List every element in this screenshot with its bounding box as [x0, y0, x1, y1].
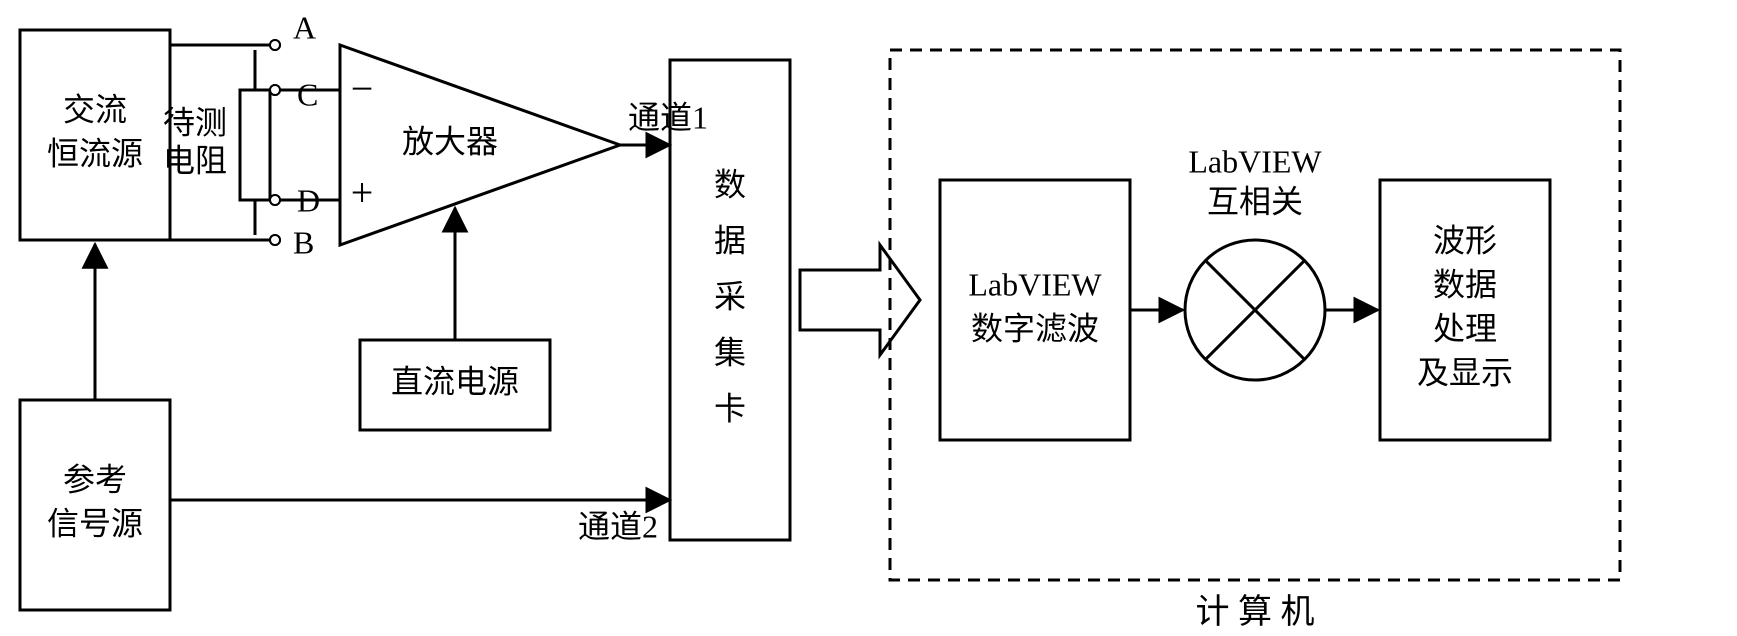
node-D	[270, 195, 280, 205]
svg-text:据: 据	[714, 222, 746, 258]
node-A	[270, 40, 280, 50]
svg-text:采: 采	[714, 278, 746, 314]
svg-text:波形: 波形	[1433, 222, 1497, 258]
svg-text:通道1: 通道1	[628, 99, 708, 135]
svg-text:处理: 处理	[1433, 310, 1497, 346]
svg-text:恒流源: 恒流源	[47, 135, 143, 171]
resistor-under-test	[240, 90, 270, 200]
svg-text:电阻: 电阻	[163, 142, 227, 178]
svg-text:B: B	[293, 224, 314, 260]
svg-text:LabVIEW: LabVIEW	[968, 266, 1102, 302]
svg-text:计 算 机: 计 算 机	[1196, 593, 1315, 631]
svg-text:A: A	[293, 9, 316, 45]
svg-text:卡: 卡	[714, 390, 746, 426]
svg-text:−: −	[351, 66, 374, 111]
svg-text:信号源: 信号源	[47, 505, 143, 541]
svg-text:交流: 交流	[63, 91, 127, 127]
node-C	[270, 85, 280, 95]
svg-text:数据: 数据	[1433, 266, 1497, 302]
svg-text:数字滤波: 数字滤波	[971, 310, 1099, 346]
fat-arrow	[800, 245, 920, 355]
svg-text:集: 集	[714, 334, 746, 370]
svg-text:C: C	[297, 76, 318, 112]
svg-text:参考: 参考	[63, 461, 127, 497]
node-B	[270, 235, 280, 245]
svg-text:直流电源: 直流电源	[391, 363, 519, 399]
svg-text:+: +	[351, 170, 374, 215]
svg-text:放大器: 放大器	[402, 123, 498, 159]
svg-text:LabVIEW: LabVIEW	[1188, 143, 1322, 179]
svg-text:通道2: 通道2	[578, 508, 658, 544]
svg-text:互相关: 互相关	[1207, 183, 1303, 219]
svg-text:待测: 待测	[163, 104, 227, 140]
svg-text:及显示: 及显示	[1417, 354, 1513, 390]
svg-text:数: 数	[714, 166, 746, 202]
